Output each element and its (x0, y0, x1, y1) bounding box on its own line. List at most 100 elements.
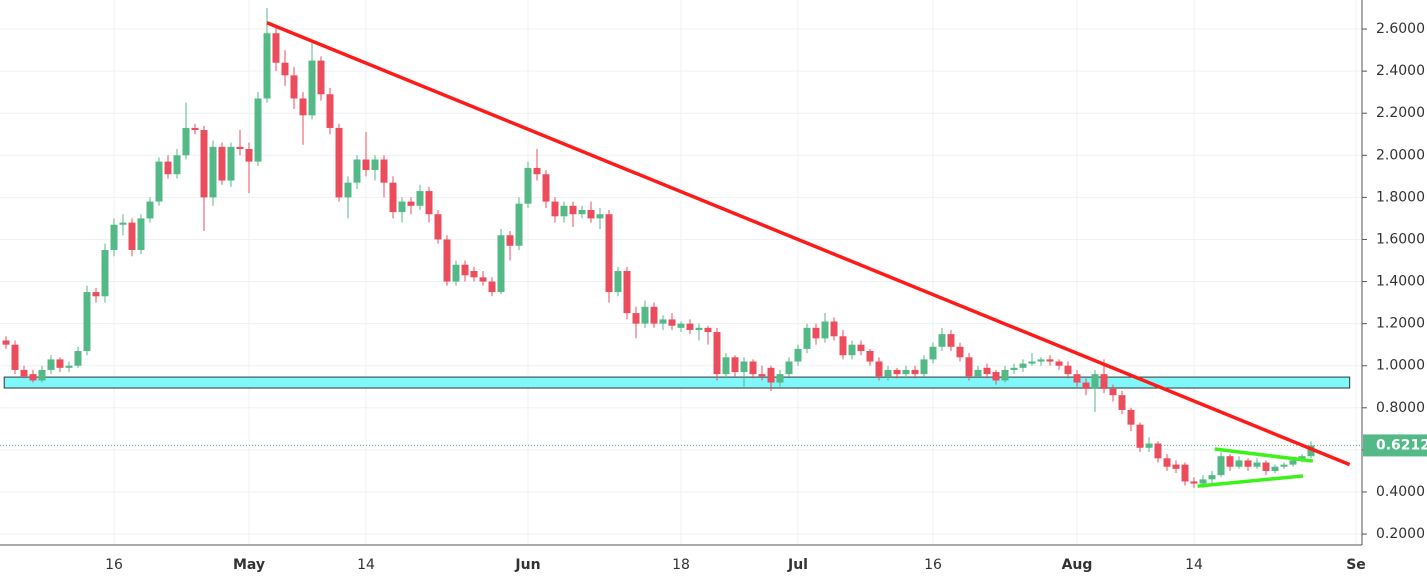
candle-body (137, 218, 145, 250)
candle-body (1289, 460, 1297, 465)
candle-body (1190, 481, 1198, 484)
candle-body (1010, 367, 1018, 370)
candle-body (281, 62, 289, 76)
candle-body (533, 167, 541, 175)
candle-body (344, 182, 352, 198)
candle-body (1019, 363, 1027, 368)
y-tick-label: 1.6000 (1376, 231, 1425, 247)
x-tick-label: 16 (924, 557, 942, 573)
candle-body (146, 201, 154, 219)
candle-body (1226, 456, 1234, 467)
candle-body (803, 327, 811, 349)
x-tick-label: Se (1346, 557, 1366, 573)
candle-body (731, 357, 739, 373)
x-tick-label: 16 (105, 557, 123, 573)
candle-body (1100, 374, 1108, 389)
price-label-box (1363, 434, 1427, 457)
y-tick-label: 0.4000 (1376, 484, 1425, 500)
candle-body (425, 191, 433, 215)
candle-body (623, 271, 631, 314)
candle-body (785, 361, 793, 375)
candle-body (812, 327, 820, 339)
candle-body (641, 306, 649, 324)
y-tick-label: 1.2000 (1376, 316, 1425, 332)
candle-body (335, 127, 343, 198)
candle-body (587, 210, 595, 219)
candle-body (479, 277, 487, 282)
candle-body (983, 367, 991, 375)
candle-body (1163, 458, 1171, 467)
candle-body (29, 374, 37, 381)
candle-body (506, 235, 514, 246)
candle-body (407, 201, 415, 206)
candle-body (326, 94, 334, 128)
candle-body (722, 357, 730, 375)
candle-body (1271, 466, 1279, 471)
candle-body (155, 161, 163, 202)
candle-body (1001, 369, 1009, 381)
candle-body (605, 214, 613, 293)
candle-body (911, 369, 919, 375)
candle-body (866, 350, 874, 362)
candle-body (56, 359, 64, 368)
candle-body (416, 191, 424, 206)
candle-body (182, 127, 190, 156)
candle-body (938, 334, 946, 347)
candle-body (632, 313, 640, 324)
x-tick-label: 14 (1185, 557, 1203, 573)
x-tick-label: 18 (672, 557, 690, 573)
x-tick-label: Jun (514, 557, 540, 573)
price-label: 0.6212 (1376, 437, 1427, 453)
candle-body (209, 146, 217, 198)
candle-body (542, 174, 550, 202)
candle-body (74, 350, 82, 366)
x-tick-label: Jul (787, 557, 808, 573)
y-tick-label: 2.6000 (1376, 21, 1425, 37)
y-tick-label: 2.4000 (1376, 63, 1425, 79)
x-tick-label: 14 (357, 557, 375, 573)
candle-body (1046, 359, 1054, 362)
candle-body (767, 367, 775, 383)
candle-body (1127, 409, 1135, 425)
candle-body (920, 359, 928, 375)
trendline (1197, 474, 1304, 488)
candle-body (893, 369, 901, 375)
candle-body (398, 201, 406, 213)
candle-body (929, 346, 937, 360)
candle-body (569, 205, 577, 215)
candle-body (290, 75, 298, 99)
candle-body (2, 340, 10, 345)
candle-body (875, 361, 883, 377)
y-tick-label: 2.2000 (1376, 105, 1425, 121)
candle-body (758, 374, 766, 377)
candle-body (776, 374, 784, 383)
candle-body (65, 365, 73, 368)
candle-body (299, 98, 307, 116)
candle-body (119, 222, 127, 225)
candle-body (317, 60, 325, 95)
candle-body (614, 271, 622, 293)
candle-body (1082, 382, 1090, 389)
candle-body (965, 357, 973, 377)
candle-body (1154, 443, 1162, 459)
candle-body (11, 344, 19, 370)
candle-body (236, 146, 244, 149)
candle-body (560, 205, 568, 217)
candle-body (794, 348, 802, 362)
candle-body (1217, 456, 1225, 476)
candle-body (254, 98, 262, 162)
candle-body (830, 321, 838, 337)
candle-body (470, 271, 478, 278)
y-tick-label: 1.4000 (1376, 274, 1425, 290)
candle-body (101, 249, 109, 297)
candle-body (461, 264, 469, 276)
candle-body (902, 369, 910, 375)
candle-body (1037, 359, 1045, 362)
trendline (266, 21, 1351, 467)
candle-body (578, 210, 586, 215)
candle-body (272, 33, 280, 63)
candle-body (848, 344, 856, 356)
candle-body (1208, 475, 1216, 480)
candle-body (1262, 462, 1270, 471)
candle-body (452, 264, 460, 282)
